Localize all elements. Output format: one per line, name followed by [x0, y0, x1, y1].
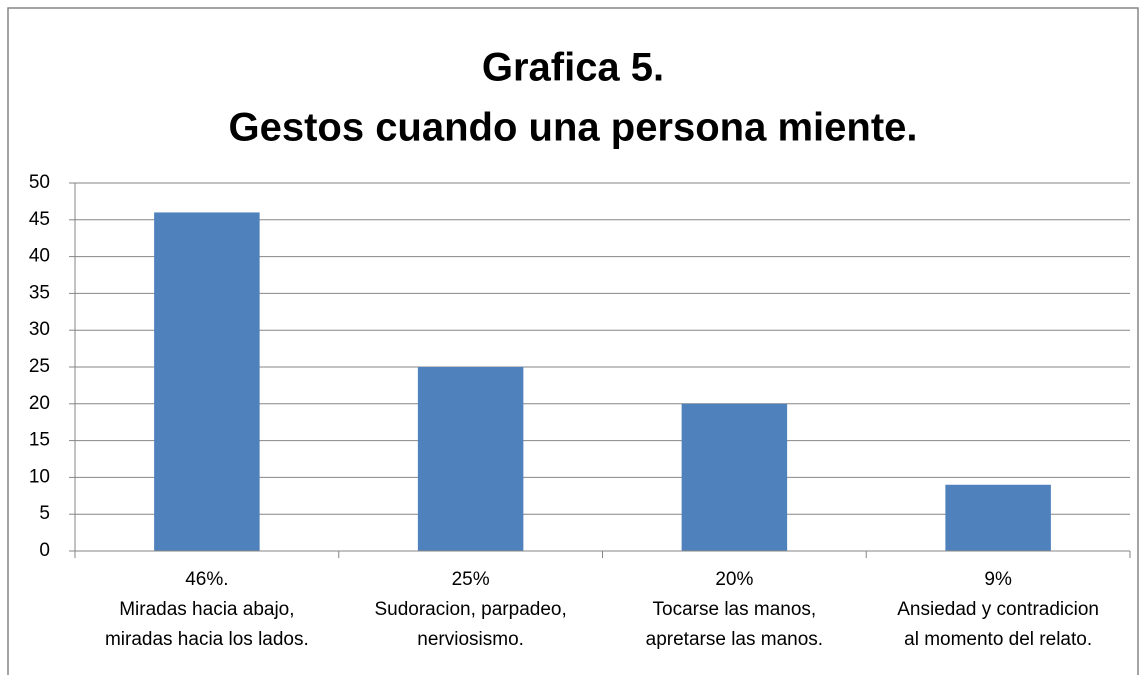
x-tick-label: Sudoracion, parpadeo,	[374, 599, 566, 620]
chart-title: Gestos cuando una persona miente.	[228, 106, 917, 150]
x-tick-label: nerviosismo.	[417, 629, 524, 650]
y-tick-label: 20	[29, 393, 50, 414]
x-tick-label: 25%	[452, 569, 490, 590]
y-tick-label: 25	[29, 356, 50, 377]
y-tick-label: 35	[29, 282, 50, 303]
x-tick-label: 20%	[715, 569, 753, 590]
y-tick-label: 10	[29, 466, 50, 487]
y-tick-label: 15	[29, 430, 50, 451]
x-tick-label: 46%.	[185, 569, 228, 590]
bar	[154, 212, 260, 551]
y-tick-label: 40	[29, 246, 50, 267]
bar	[681, 403, 788, 551]
y-tick-label: 45	[29, 209, 50, 230]
chart-frame	[7, 7, 1139, 675]
x-tick-label: apretarse las manos.	[646, 629, 823, 650]
y-tick-label: 0	[39, 540, 50, 561]
x-tick-label: 9%	[984, 569, 1012, 590]
y-tick-label: 5	[39, 503, 50, 524]
x-tick-label: Miradas hacia abajo,	[119, 599, 294, 620]
bar	[417, 367, 524, 551]
x-tick-label: Ansiedad y contradicion	[897, 599, 1099, 620]
x-tick-label: al momento del relato.	[904, 629, 1092, 650]
chart-title: Grafica 5.	[482, 46, 664, 90]
bar	[945, 484, 1051, 551]
x-tick-label: miradas hacia los lados.	[105, 629, 309, 650]
y-tick-label: 50	[29, 172, 50, 193]
y-tick-label: 30	[29, 319, 50, 340]
x-tick-label: Tocarse las manos,	[653, 599, 817, 620]
